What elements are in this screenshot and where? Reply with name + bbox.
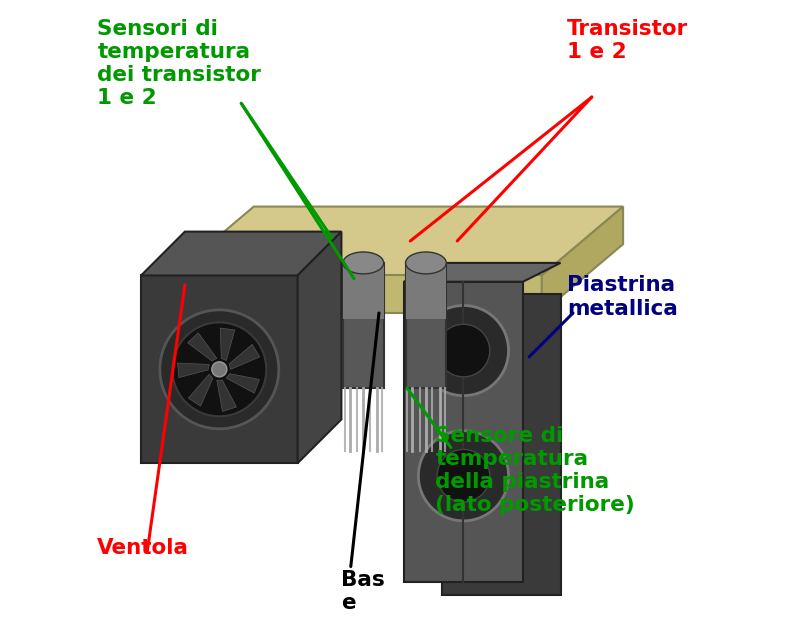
Polygon shape (172, 275, 541, 313)
Text: Ventola: Ventola (97, 538, 189, 558)
Circle shape (160, 310, 279, 429)
Polygon shape (541, 207, 623, 313)
Circle shape (172, 322, 267, 416)
Polygon shape (229, 344, 259, 369)
Polygon shape (188, 374, 213, 406)
Circle shape (212, 362, 227, 377)
Polygon shape (406, 263, 446, 319)
Polygon shape (406, 263, 446, 388)
Polygon shape (404, 263, 561, 282)
Polygon shape (226, 374, 259, 393)
Circle shape (419, 305, 508, 396)
Circle shape (419, 431, 508, 521)
Polygon shape (343, 263, 384, 319)
Ellipse shape (343, 252, 384, 274)
Polygon shape (343, 263, 384, 388)
Polygon shape (404, 282, 523, 582)
Polygon shape (217, 380, 237, 411)
Polygon shape (172, 207, 623, 275)
Polygon shape (221, 328, 235, 361)
Text: Sensore di
temperatura
della piastrina
(lato posteriore): Sensore di temperatura della piastrina (… (436, 426, 635, 515)
Text: Sensori di
temperatura
dei transistor
1 e 2: Sensori di temperatura dei transistor 1 … (97, 19, 261, 108)
Text: Transistor
1 e 2: Transistor 1 e 2 (566, 19, 688, 62)
Polygon shape (441, 294, 561, 595)
Polygon shape (141, 232, 342, 275)
Polygon shape (178, 363, 209, 377)
Text: Piastrina
metallica: Piastrina metallica (566, 275, 678, 319)
Circle shape (437, 324, 490, 377)
Circle shape (437, 449, 490, 502)
Polygon shape (141, 275, 297, 463)
Ellipse shape (406, 252, 446, 274)
Polygon shape (187, 333, 217, 361)
Polygon shape (297, 232, 342, 463)
Text: Bas
e: Bas e (342, 570, 385, 613)
